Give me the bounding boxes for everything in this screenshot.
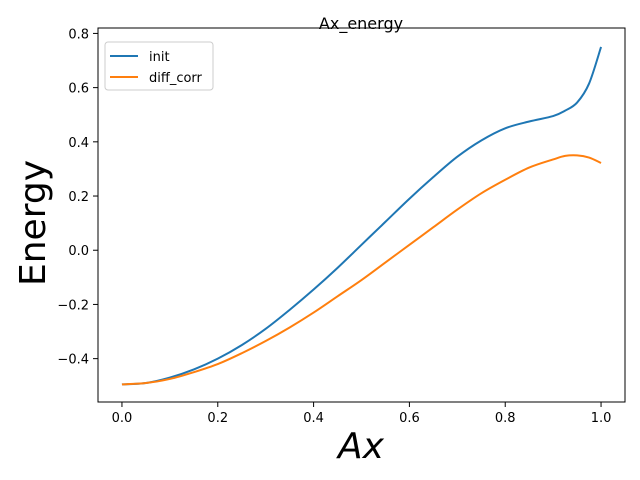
y-tick-label: −0.4 bbox=[57, 353, 89, 368]
y-tick-label: 0.8 bbox=[68, 27, 89, 42]
x-tick-label: 0.4 bbox=[303, 411, 324, 426]
y-tick-label: 0.4 bbox=[68, 136, 89, 151]
x-tick-label: 0.6 bbox=[399, 411, 420, 426]
y-tick-label: 0.6 bbox=[68, 82, 89, 97]
legend-label-diff_corr: diff_corr bbox=[149, 71, 203, 86]
y-tick-label: −0.2 bbox=[57, 298, 89, 313]
y-tick-label: 0.0 bbox=[68, 244, 89, 259]
chart-title: Ax_energy bbox=[319, 14, 403, 34]
series-line-diff_corr bbox=[121, 154, 602, 386]
legend-label-init: init bbox=[149, 50, 170, 65]
x-tick-label: 0.8 bbox=[495, 411, 516, 426]
y-axis-label: Energy bbox=[13, 160, 54, 286]
x-tick-label: 0.2 bbox=[207, 411, 228, 426]
x-axis: 0.0 0.2 0.4 0.6 0.8 1.0 bbox=[112, 402, 612, 426]
y-axis: −0.4 −0.2 0.0 0.2 0.4 0.6 0.8 bbox=[57, 27, 98, 368]
x-tick-label: 1.0 bbox=[591, 411, 612, 426]
x-tick-label: 0.0 bbox=[112, 411, 133, 426]
series-lines bbox=[121, 46, 603, 386]
series-line-init bbox=[121, 46, 603, 386]
x-axis-label: Ax bbox=[336, 426, 385, 467]
y-tick-label: 0.2 bbox=[68, 190, 89, 205]
plot-frame bbox=[97, 27, 626, 403]
legend: init diff_corr bbox=[104, 41, 214, 91]
